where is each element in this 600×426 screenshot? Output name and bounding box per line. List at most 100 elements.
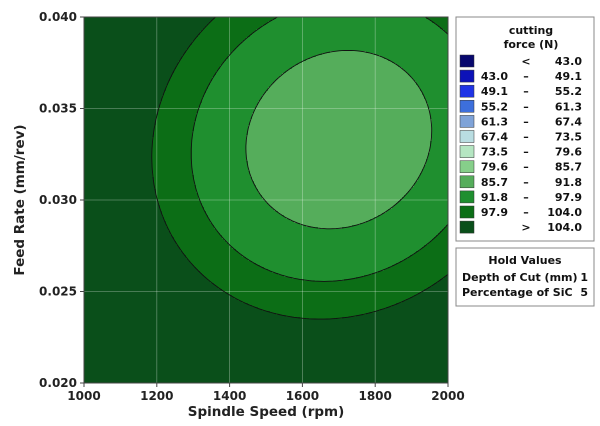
- contour-cell: [170, 29, 172, 31]
- contour-cell: [410, 27, 412, 29]
- contour-cell: [252, 25, 254, 27]
- contour-cell: [190, 21, 192, 23]
- contour-cell: [290, 23, 292, 25]
- contour-cell: [392, 25, 394, 27]
- contour-cell: [338, 27, 340, 29]
- contour-cell: [338, 23, 340, 25]
- contour-cell: [210, 23, 212, 25]
- contour-cell: [424, 21, 426, 23]
- contour-cell: [92, 25, 94, 27]
- contour-cell: [304, 23, 306, 25]
- contour-cell: [330, 25, 332, 27]
- contour-cell: [326, 25, 328, 27]
- contour-cell: [414, 27, 416, 29]
- contour-cell: [110, 25, 112, 27]
- contour-cell: [360, 21, 362, 23]
- contour-cell: [176, 19, 178, 21]
- contour-cell: [250, 25, 252, 27]
- contour-cell: [176, 23, 178, 25]
- contour-cell: [352, 27, 354, 29]
- contour-cell: [146, 21, 148, 23]
- contour-cell: [342, 23, 344, 25]
- contour-cell: [278, 27, 280, 29]
- contour-cell: [94, 19, 96, 21]
- contour-cell: [112, 23, 114, 25]
- contour-cell: [154, 23, 156, 25]
- contour-cell: [254, 21, 256, 23]
- contour-cell: [154, 21, 156, 23]
- contour-cell: [382, 21, 384, 23]
- contour-cell: [202, 19, 204, 21]
- contour-cell: [240, 21, 242, 23]
- contour-cell: [134, 19, 136, 21]
- contour-cell: [248, 25, 250, 27]
- contour-cell: [138, 29, 140, 31]
- contour-cell: [144, 21, 146, 23]
- contour-cell: [152, 29, 154, 31]
- contour-cell: [216, 23, 218, 25]
- contour-cell: [130, 23, 132, 25]
- contour-cell: [130, 19, 132, 21]
- contour-cell: [226, 25, 228, 27]
- contour-cell: [434, 27, 436, 29]
- contour-cell: [316, 27, 318, 29]
- contour-cell: [112, 25, 114, 27]
- contour-cell: [364, 25, 366, 27]
- contour-cell: [372, 23, 374, 25]
- contour-cell: [100, 21, 102, 23]
- contour-cell: [346, 25, 348, 27]
- contour-cell: [332, 21, 334, 23]
- contour-cell: [256, 21, 258, 23]
- contour-cell: [296, 23, 298, 25]
- contour-cell: [348, 23, 350, 25]
- contour-cell: [218, 25, 220, 27]
- contour-cell: [442, 23, 444, 25]
- contour-cell: [322, 25, 324, 27]
- contour-cell: [294, 23, 296, 25]
- contour-cell: [308, 23, 310, 25]
- contour-cell: [336, 21, 338, 23]
- contour-cell: [126, 23, 128, 25]
- contour-cell: [424, 19, 426, 21]
- contour-cell: [162, 29, 164, 31]
- contour-cell: [408, 19, 410, 21]
- contour-cell: [118, 23, 120, 25]
- contour-cell: [358, 23, 360, 25]
- contour-cell: [212, 23, 214, 25]
- contour-cell: [176, 25, 178, 27]
- contour-cell: [258, 19, 260, 21]
- contour-cell: [208, 27, 210, 29]
- contour-cell: [196, 27, 198, 29]
- contour-cell: [292, 27, 294, 29]
- contour-cell: [344, 23, 346, 25]
- contour-cell: [420, 19, 422, 21]
- contour-cell: [420, 21, 422, 23]
- contour-cell: [298, 19, 300, 21]
- contour-cell: [418, 25, 420, 27]
- contour-cell: [202, 21, 204, 23]
- contour-cell: [104, 29, 106, 31]
- contour-cell: [400, 23, 402, 25]
- contour-cell: [90, 29, 92, 31]
- contour-cell: [132, 23, 134, 25]
- contour-cell: [176, 29, 178, 31]
- contour-cell: [376, 21, 378, 23]
- contour-cell: [146, 23, 148, 25]
- contour-cell: [218, 23, 220, 25]
- contour-cell: [190, 23, 192, 25]
- contour-cell: [294, 19, 296, 21]
- contour-cell: [108, 27, 110, 29]
- contour-cell: [438, 23, 440, 25]
- contour-cell: [272, 27, 274, 29]
- contour-cell: [212, 25, 214, 27]
- contour-cell: [146, 25, 148, 27]
- contour-cell: [338, 19, 340, 21]
- contour-cell: [132, 25, 134, 27]
- contour-cell: [334, 19, 336, 21]
- contour-cell: [320, 27, 322, 29]
- contour-cell: [396, 23, 398, 25]
- contour-cell: [394, 25, 396, 27]
- contour-cell: [164, 23, 166, 25]
- contour-cell: [276, 25, 278, 27]
- contour-cell: [88, 29, 90, 31]
